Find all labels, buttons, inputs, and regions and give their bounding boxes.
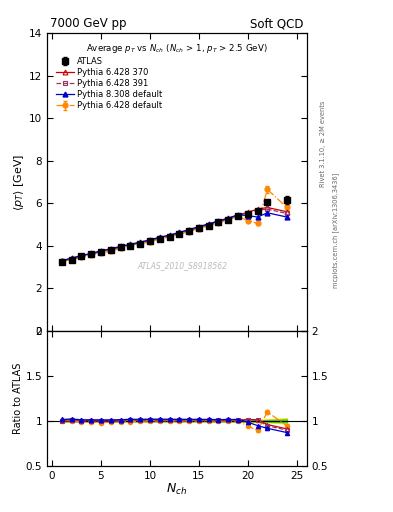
Text: 7000 GeV pp: 7000 GeV pp [50,17,126,30]
Pythia 8.308 default [157,234,162,240]
Pythia 8.308 default [69,255,74,261]
Pythia 8.308 default [265,210,270,216]
Pythia 6.428 370 [187,227,191,233]
Pythia 6.428 370 [108,246,113,252]
Pythia 8.308 default [187,226,191,232]
Pythia 6.428 391 [285,210,289,217]
Pythia 6.428 391 [108,246,113,252]
Pythia 6.428 370 [79,253,84,259]
Pythia 8.308 default [236,211,241,218]
Text: Rivet 3.1.10, ≥ 2M events: Rivet 3.1.10, ≥ 2M events [320,100,326,186]
Y-axis label: Ratio to ATLAS: Ratio to ATLAS [13,362,23,434]
Line: Pythia 6.428 370: Pythia 6.428 370 [59,205,289,264]
Pythia 6.428 370 [206,221,211,227]
Pythia 8.308 default [128,241,133,247]
Pythia 8.308 default [138,239,143,245]
Pythia 8.308 default [59,258,64,264]
Pythia 6.428 391 [206,222,211,228]
Pythia 8.308 default [118,243,123,249]
Pythia 6.428 391 [216,219,221,225]
Y-axis label: $\langle p_T \rangle$ [GeV]: $\langle p_T \rangle$ [GeV] [12,154,26,210]
Pythia 6.428 370 [167,232,172,239]
Text: Average $p_T$ vs $N_{ch}$ ($N_{ch}$ > 1, $p_T$ > 2.5 GeV): Average $p_T$ vs $N_{ch}$ ($N_{ch}$ > 1,… [86,42,268,55]
Pythia 6.428 391 [79,253,84,260]
X-axis label: $N_{ch}$: $N_{ch}$ [166,482,187,497]
Pythia 8.308 default [285,214,289,220]
Pythia 6.428 391 [255,207,260,213]
Line: Pythia 8.308 default: Pythia 8.308 default [59,210,289,263]
Pythia 8.308 default [226,215,231,221]
Pythia 6.428 370 [246,209,250,215]
Pythia 8.308 default [177,229,182,236]
Pythia 6.428 370 [226,216,231,222]
Pythia 8.308 default [196,224,201,230]
Legend: ATLAS, Pythia 6.428 370, Pythia 6.428 391, Pythia 8.308 default, Pythia 6.428 de: ATLAS, Pythia 6.428 370, Pythia 6.428 39… [54,55,164,112]
Pythia 8.308 default [206,221,211,227]
Pythia 6.428 370 [148,237,152,243]
Pythia 8.308 default [216,218,221,224]
Pythia 6.428 370 [236,212,241,218]
Pythia 6.428 370 [118,244,123,250]
Pythia 8.308 default [89,250,94,257]
Text: Soft QCD: Soft QCD [250,17,304,30]
Pythia 6.428 391 [89,251,94,258]
Pythia 6.428 391 [236,212,241,219]
Pythia 6.428 391 [246,209,250,216]
Pythia 6.428 391 [226,216,231,222]
Pythia 6.428 391 [128,242,133,248]
Pythia 6.428 370 [216,218,221,224]
Pythia 6.428 370 [157,234,162,241]
Pythia 6.428 391 [69,256,74,262]
Pythia 6.428 370 [177,230,182,236]
Pythia 6.428 391 [138,240,143,246]
Pythia 6.428 370 [69,255,74,262]
Pythia 6.428 391 [148,238,152,244]
Pythia 8.308 default [255,214,260,220]
Pythia 8.308 default [167,232,172,238]
Pythia 6.428 391 [265,206,270,212]
Pythia 6.428 370 [99,248,103,254]
Pythia 6.428 391 [167,233,172,239]
Pythia 6.428 370 [285,209,289,215]
Text: ATLAS_2010_S8918562: ATLAS_2010_S8918562 [137,261,227,270]
Pythia 6.428 370 [89,251,94,257]
Pythia 6.428 370 [59,258,64,264]
Line: Pythia 6.428 391: Pythia 6.428 391 [60,207,289,264]
Pythia 6.428 391 [157,235,162,241]
Pythia 6.428 370 [138,240,143,246]
Text: mcplots.cern.ch [arXiv:1306.3436]: mcplots.cern.ch [arXiv:1306.3436] [332,173,339,288]
Pythia 6.428 391 [177,230,182,236]
Pythia 6.428 391 [187,227,191,233]
Pythia 8.308 default [148,237,152,243]
Pythia 6.428 391 [59,259,64,265]
Pythia 6.428 370 [196,224,201,230]
Pythia 6.428 370 [128,242,133,248]
Pythia 6.428 370 [265,204,270,210]
Pythia 8.308 default [99,248,103,254]
Pythia 8.308 default [79,252,84,259]
Pythia 6.428 370 [255,206,260,212]
Pythia 8.308 default [246,212,250,219]
Pythia 6.428 391 [196,224,201,230]
Pythia 6.428 391 [99,249,103,255]
Pythia 6.428 391 [118,244,123,250]
Pythia 8.308 default [108,246,113,252]
